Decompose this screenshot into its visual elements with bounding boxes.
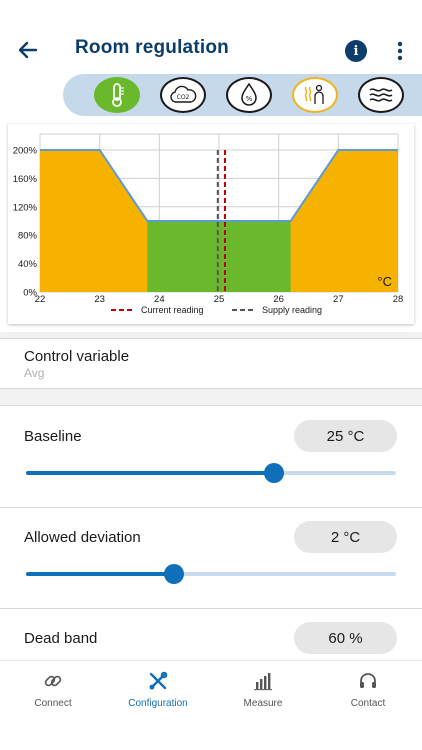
- mode-heating-button[interactable]: [292, 77, 338, 113]
- allowed-deviation-value-pill[interactable]: 2 °C: [294, 521, 397, 553]
- divider-line: [0, 608, 422, 609]
- slider-track: [26, 572, 396, 576]
- tab-label: Measure: [243, 698, 283, 709]
- baseline-slider[interactable]: [26, 463, 396, 483]
- x-tick-label: 26: [273, 294, 284, 305]
- divider-line: [0, 405, 422, 406]
- info-icon[interactable]: i: [345, 40, 367, 62]
- mode-temperature-button[interactable]: [94, 77, 140, 113]
- tab-label: Configuration: [128, 698, 188, 709]
- x-tick-label: 28: [393, 294, 404, 305]
- link-icon: [44, 675, 62, 687]
- slider-thumb[interactable]: [263, 463, 284, 483]
- allowed-deviation-label: Allowed deviation: [24, 529, 141, 546]
- page-title: Room regulation: [75, 37, 229, 58]
- tab-label: Connect: [34, 698, 72, 709]
- dead-band-value-pill[interactable]: 60 %: [294, 622, 397, 654]
- mode-humidity-button[interactable]: %: [226, 77, 272, 113]
- legend-current-label: Current reading: [141, 305, 204, 315]
- y-tick-label: 80%: [18, 231, 38, 242]
- heating-person-icon: [304, 84, 324, 104]
- divider: [0, 332, 422, 338]
- tab-configuration[interactable]: Configuration: [113, 669, 203, 719]
- x-tick-label: 22: [35, 294, 46, 305]
- more-vert-icon[interactable]: [390, 40, 410, 62]
- slider-fill: [26, 572, 174, 576]
- tab-label: Contact: [350, 698, 386, 709]
- x-tick-label: 24: [154, 294, 165, 305]
- app-header: Room regulation i: [0, 0, 422, 100]
- baseline-label: Baseline: [24, 428, 82, 445]
- slider-thumb[interactable]: [164, 564, 184, 584]
- x-tick-label: 27: [333, 294, 344, 305]
- mode-co2-button[interactable]: CO2: [160, 77, 206, 113]
- dead-band-label: Dead band: [24, 630, 98, 647]
- y-tick-label: 200%: [13, 146, 38, 157]
- headset-icon: [360, 673, 376, 688]
- svg-text:CO2: CO2: [177, 94, 190, 101]
- unit-label: °C: [377, 274, 392, 289]
- bar-chart-icon: [254, 673, 272, 691]
- thermometer-icon: [112, 83, 124, 107]
- x-tick-label: 25: [214, 294, 225, 305]
- y-tick-label: 40%: [18, 259, 38, 270]
- divider: [0, 389, 422, 405]
- svg-text:%: %: [246, 95, 253, 103]
- y-tick-label: 160%: [13, 174, 38, 185]
- humidity-drop-icon: %: [241, 82, 257, 106]
- tab-measure[interactable]: Measure: [218, 669, 308, 719]
- regulation-curve-line: [40, 149, 398, 222]
- tools-icon: [149, 671, 168, 690]
- control-variable-value[interactable]: Avg: [24, 366, 45, 380]
- control-variable-label: Control variable: [24, 348, 130, 365]
- divider-line: [0, 388, 422, 389]
- y-tick-label: 0%: [23, 288, 37, 299]
- divider-line: [0, 338, 422, 339]
- allowed-deviation-slider[interactable]: [26, 564, 396, 584]
- tab-contact[interactable]: Contact: [323, 669, 413, 719]
- legend-supply-label: Supply reading: [262, 305, 322, 315]
- dead-band-area: [147, 221, 291, 292]
- back-arrow-icon[interactable]: [16, 38, 40, 62]
- divider-line: [0, 507, 422, 508]
- baseline-value-pill[interactable]: 25 °C: [294, 420, 397, 452]
- regulation-chart: 0% 40% 80% 120% 160% 200% 22 23 24 25 26 27 28°C Curr…: [13, 133, 404, 315]
- bottom-tab-bar: Connect Configuration Measure Contact: [0, 660, 422, 750]
- slider-fill: [26, 471, 274, 475]
- tab-connect[interactable]: Connect: [8, 669, 98, 719]
- airflow-waves-icon: [369, 88, 393, 102]
- x-tick-label: 23: [94, 294, 105, 305]
- regulation-chart-card: 0% 40% 80% 120% 160% 200% 22 23 24 25 26 27 28 °C Curr…: [8, 124, 414, 324]
- mode-airflow-button[interactable]: [358, 77, 404, 113]
- y-tick-label: 120%: [13, 202, 38, 213]
- co2-cloud-icon: CO2: [170, 85, 197, 103]
